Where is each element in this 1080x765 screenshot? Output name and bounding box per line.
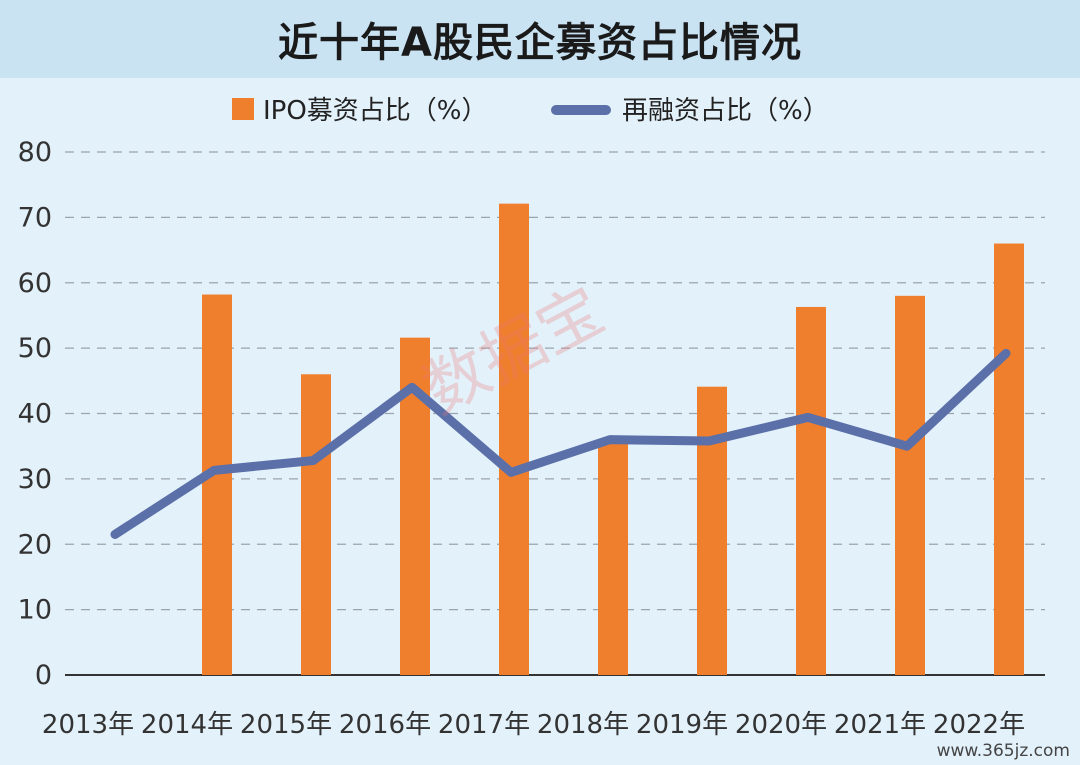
legend-label-bar: IPO募资占比（%） <box>263 96 488 126</box>
y-tick-label: 10 <box>18 595 52 626</box>
line-series <box>110 348 1011 539</box>
bar <box>598 440 628 675</box>
x-tick-label: 2014年 <box>141 710 233 740</box>
title-bar: 近十年A股民企募资占比情况 <box>0 0 1080 78</box>
y-tick-label: 60 <box>18 268 52 299</box>
x-tick-label: 2019年 <box>636 710 728 740</box>
x-tick-label: 2017年 <box>438 710 530 740</box>
y-tick-label: 30 <box>18 464 52 495</box>
line-point <box>708 440 710 442</box>
bar <box>301 374 331 675</box>
y-tick-label: 20 <box>18 529 52 560</box>
bar <box>895 295 925 675</box>
line-point <box>312 460 314 462</box>
line-point <box>510 471 512 473</box>
bar <box>697 386 727 675</box>
legend-label-line: 再融资占比（%） <box>622 96 829 126</box>
x-tick-label: 2013年 <box>42 710 134 740</box>
chart-title: 近十年A股民企募资占比情况 <box>278 20 802 66</box>
y-tick-label: 80 <box>18 137 52 168</box>
legend-swatch-bar <box>232 98 254 120</box>
y-tick-label: 70 <box>18 202 52 233</box>
bar <box>796 306 826 675</box>
bar <box>994 243 1024 675</box>
x-tick-label: 2015年 <box>240 710 332 740</box>
x-tick-label: 2018年 <box>537 710 629 740</box>
x-tick-label: 2022年 <box>933 710 1025 740</box>
source-url: www.365jz.com <box>936 741 1070 761</box>
bar <box>202 294 232 675</box>
x-tick-label: 2021年 <box>834 710 926 740</box>
line-point <box>609 439 611 441</box>
line-point <box>807 416 809 418</box>
bar <box>499 203 529 675</box>
line-point <box>114 533 116 535</box>
line-point <box>411 386 413 388</box>
y-tick-label: 50 <box>18 333 52 364</box>
x-tick-label: 2016年 <box>339 710 431 740</box>
line-point <box>906 445 908 447</box>
line-point <box>213 469 215 471</box>
y-tick-label: 40 <box>18 399 52 430</box>
y-tick-label: 0 <box>35 660 52 691</box>
line-point <box>1005 352 1007 354</box>
x-tick-label: 2020年 <box>735 710 827 740</box>
